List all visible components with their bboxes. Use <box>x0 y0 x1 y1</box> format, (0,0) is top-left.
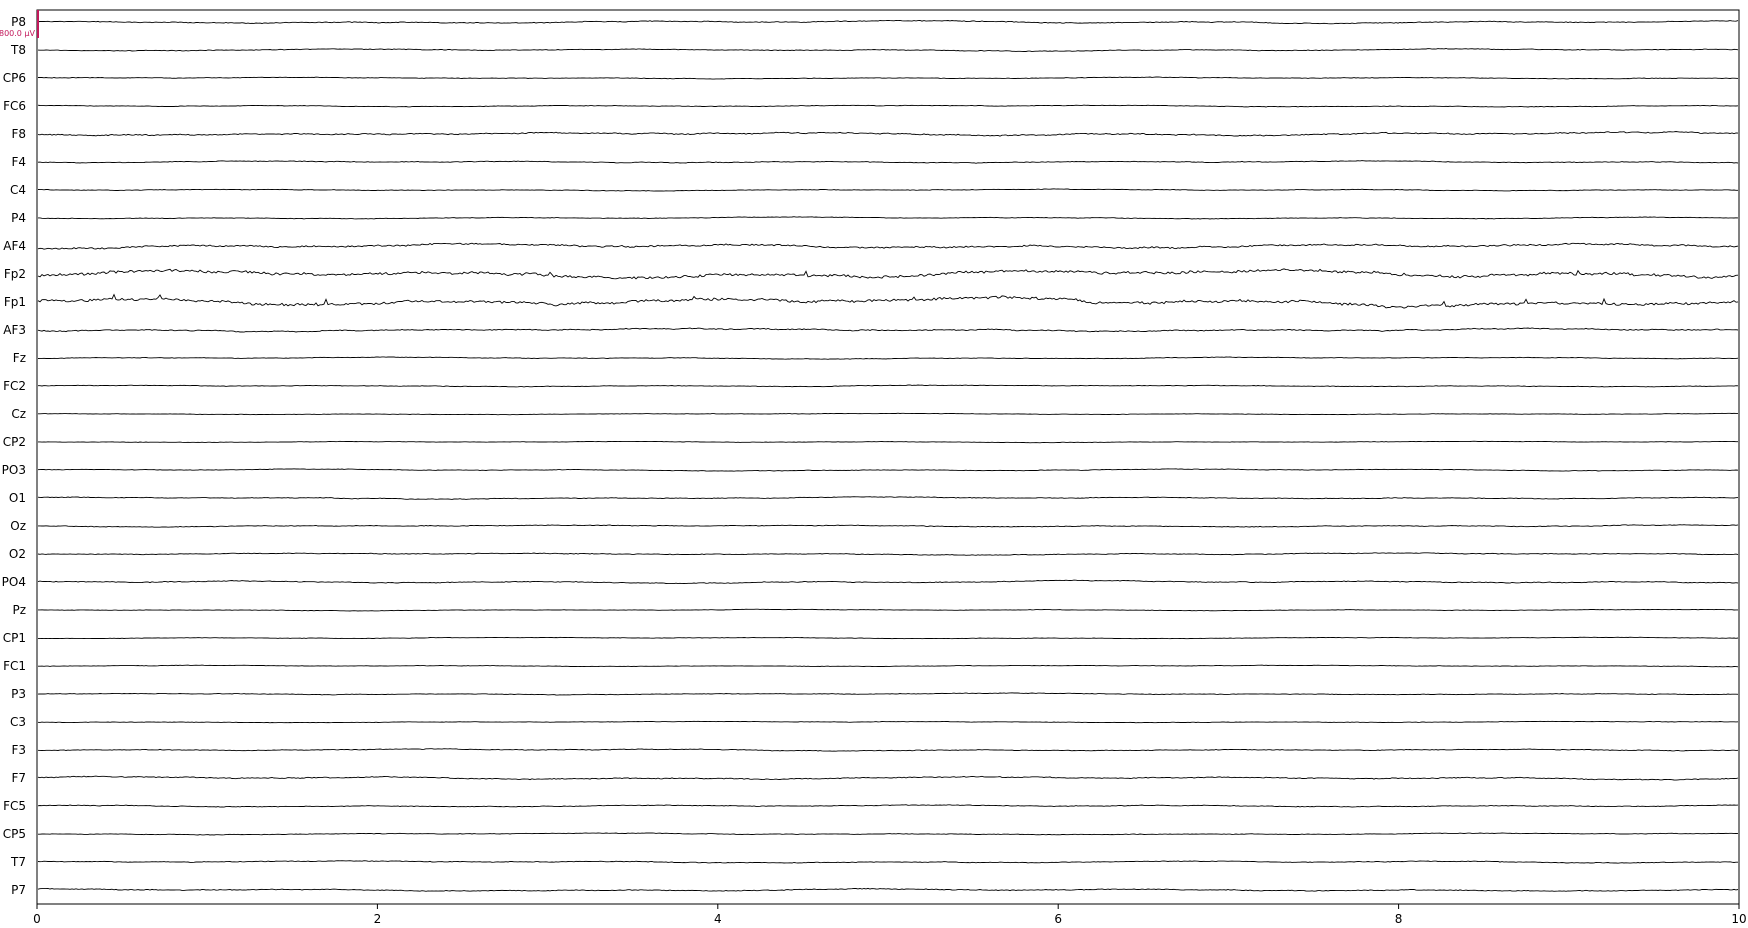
trace-af4 <box>37 242 1739 250</box>
trace-f7 <box>37 775 1739 781</box>
trace-af3 <box>37 327 1739 333</box>
trace-f4 <box>37 160 1739 164</box>
trace-cp2 <box>38 440 1738 444</box>
trace-o2 <box>37 552 1739 556</box>
trace-oz <box>38 524 1739 528</box>
trace-po4 <box>37 579 1739 585</box>
channel-label-cz: Cz <box>11 407 26 421</box>
channel-label-f7: F7 <box>11 771 26 785</box>
channel-label-cp6: CP6 <box>3 71 26 85</box>
channel-label-p8: P8 <box>11 15 26 29</box>
channel-label-c3: C3 <box>10 715 26 729</box>
x-tick-label-0: 0 <box>33 912 41 926</box>
channel-label-fc6: FC6 <box>3 99 26 113</box>
trace-p3 <box>37 692 1739 696</box>
trace-fp2 <box>37 268 1739 280</box>
plot-area <box>36 9 1740 905</box>
channel-label-f3: F3 <box>11 743 26 757</box>
scale-bar: 800.0 µV <box>0 10 39 38</box>
channel-label-af4: AF4 <box>3 239 26 253</box>
trace-c4 <box>37 188 1738 192</box>
channel-label-t8: T8 <box>10 43 26 57</box>
channel-label-fp1: Fp1 <box>4 295 26 309</box>
channel-label-cp2: CP2 <box>3 435 26 449</box>
channel-label-fc5: FC5 <box>3 799 26 813</box>
x-tick-label-2: 2 <box>374 912 382 926</box>
trace-t8 <box>37 48 1739 53</box>
channel-label-oz: Oz <box>10 519 26 533</box>
channel-label-fc1: FC1 <box>3 659 26 673</box>
trace-c3 <box>37 720 1739 724</box>
x-tick-label-6: 6 <box>1054 912 1062 926</box>
channel-label-p7: P7 <box>11 883 26 897</box>
trace-f8 <box>37 131 1739 137</box>
channel-label-cp1: CP1 <box>3 631 26 645</box>
trace-f3 <box>37 748 1739 752</box>
trace-fc2 <box>38 384 1739 388</box>
trace-fc1 <box>38 664 1739 668</box>
channel-label-po3: PO3 <box>2 463 26 477</box>
channel-label-fz: Fz <box>13 351 26 365</box>
channel-label-pz: Pz <box>12 603 26 617</box>
x-axis: 0 2 4 6 8 10 <box>33 904 1747 926</box>
trace-o1 <box>37 496 1739 500</box>
trace-po3 <box>37 468 1739 472</box>
channel-label-t7: T7 <box>10 855 26 869</box>
channel-label-f8: F8 <box>11 127 26 141</box>
trace-group <box>37 19 1739 892</box>
channel-label-fc2: FC2 <box>3 379 26 393</box>
trace-fp1 <box>37 293 1739 309</box>
trace-fc6 <box>37 104 1739 108</box>
trace-cz <box>38 412 1739 416</box>
trace-cp1 <box>37 636 1739 640</box>
trace-fz <box>37 356 1739 360</box>
trace-cp6 <box>37 76 1739 80</box>
channel-label-p4: P4 <box>11 211 26 225</box>
channel-label-c4: C4 <box>10 183 26 197</box>
trace-p4 <box>38 216 1739 220</box>
x-tick-label-10: 10 <box>1731 912 1746 926</box>
x-tick-label-8: 8 <box>1395 912 1403 926</box>
trace-p7 <box>37 887 1739 892</box>
channel-label-group: P8 T8 CP6 FC6 F8 F4 C4 P4 AF4 Fp2 Fp1 AF3 Fz FC2 Cz CP2… <box>2 15 26 897</box>
trace-fc5 <box>37 804 1739 808</box>
channel-label-cp5: CP5 <box>3 827 26 841</box>
channel-label-o1: O1 <box>9 491 26 505</box>
channel-label-o2: O2 <box>9 547 26 561</box>
channel-label-po4: PO4 <box>2 575 26 589</box>
trace-t7 <box>37 860 1738 864</box>
x-tick-label-4: 4 <box>714 912 722 926</box>
scale-bar-label: 800.0 µV <box>0 29 36 38</box>
trace-p8 <box>37 19 1739 25</box>
trace-pz <box>38 608 1738 612</box>
channel-label-p3: P3 <box>11 687 26 701</box>
channel-label-f4: F4 <box>11 155 26 169</box>
channel-label-af3: AF3 <box>3 323 26 337</box>
trace-cp5 <box>38 832 1739 836</box>
channel-label-fp2: Fp2 <box>4 267 26 281</box>
